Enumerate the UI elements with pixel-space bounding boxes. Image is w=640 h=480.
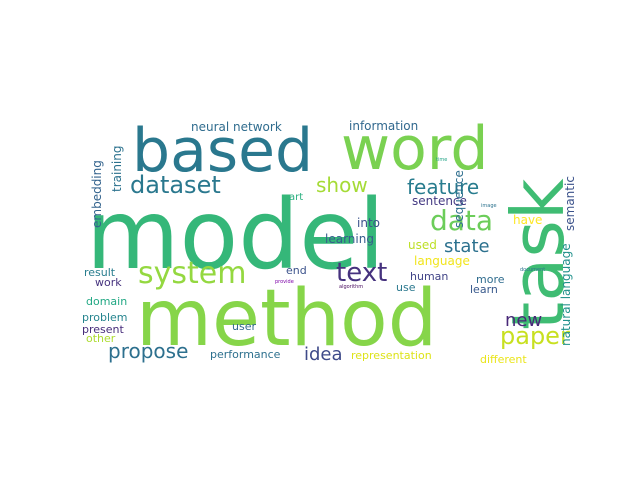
word-embedding: embedding xyxy=(90,160,104,228)
word-based: based xyxy=(132,116,313,186)
word-use: use xyxy=(396,281,416,294)
word-show: show xyxy=(316,173,368,197)
word-information: information xyxy=(349,119,418,133)
word-system: system xyxy=(138,256,246,291)
word-language: language xyxy=(414,254,470,268)
word-art: art xyxy=(289,192,303,203)
word-sentence: sentence xyxy=(412,194,467,208)
word-method: method xyxy=(136,274,437,364)
word-document: document xyxy=(520,267,545,273)
word-paper: paper xyxy=(500,322,570,350)
word-performance: performance xyxy=(210,348,281,361)
word-neural-network: neural network xyxy=(191,120,282,134)
word-idea: idea xyxy=(304,344,343,365)
word-other: other xyxy=(86,332,116,345)
word-dataset: dataset xyxy=(130,171,221,199)
word-provide: provide xyxy=(275,279,294,285)
word-used: used xyxy=(408,238,437,252)
word-result: result xyxy=(84,266,116,279)
word-training: training xyxy=(110,146,124,193)
word-semantic: semantic xyxy=(563,176,577,231)
word-more: more xyxy=(476,273,505,286)
word-different: different xyxy=(480,353,527,366)
word-present: present xyxy=(82,323,125,336)
word-user: user xyxy=(232,320,256,333)
word-image: image xyxy=(481,203,497,209)
word-state: state xyxy=(444,236,490,257)
word-end: end xyxy=(286,264,307,277)
word-new: new xyxy=(505,310,542,331)
word-domain: domain xyxy=(86,295,127,308)
word-model: model xyxy=(86,179,385,291)
word-word: word xyxy=(341,114,488,184)
word-feature: feature xyxy=(407,175,479,199)
word-time: time xyxy=(436,157,447,163)
word-natural-language: natural language xyxy=(559,243,573,346)
word-have: have xyxy=(513,213,542,227)
word-work: work xyxy=(95,276,122,289)
word-task: task xyxy=(496,178,580,330)
word-learning: learning xyxy=(325,232,374,246)
word-into: into xyxy=(357,216,380,230)
word-human: human xyxy=(410,270,448,283)
word-data: data xyxy=(430,204,493,237)
word-learn: learn xyxy=(470,283,498,296)
word-sequence: sequence xyxy=(452,170,466,228)
word-algorithm: algorithm xyxy=(339,284,363,290)
word-propose: propose xyxy=(108,339,188,363)
word-representation: representation xyxy=(351,349,432,362)
word-problem: problem xyxy=(82,311,128,324)
word-text: text xyxy=(336,258,387,288)
